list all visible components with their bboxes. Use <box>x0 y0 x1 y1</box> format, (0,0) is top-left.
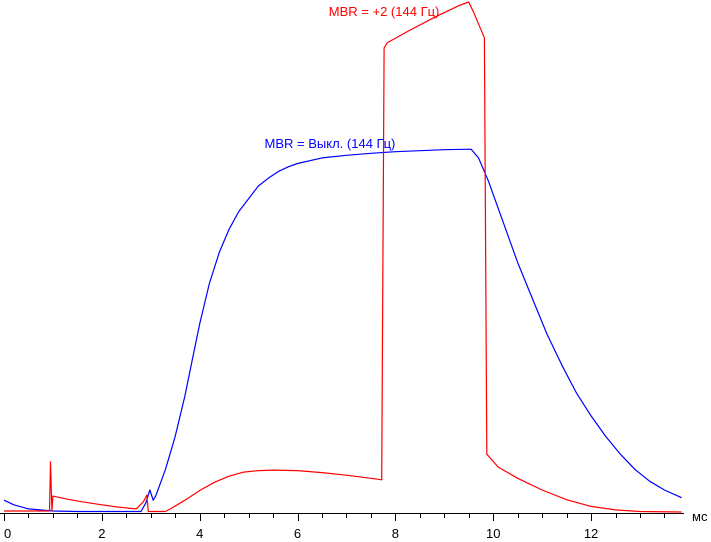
series-line-1 <box>3 148 682 513</box>
x-axis-tick-labels: 0 2 4 6 8 10 12 <box>4 526 598 541</box>
x-tick-label: 12 <box>584 526 598 541</box>
x-tick-label: 6 <box>294 526 301 541</box>
x-tick-label: 4 <box>196 526 203 541</box>
x-tick-label: 0 <box>4 526 11 541</box>
series-annotation-2: MBR = Выкл. (144 Гц) <box>265 136 396 151</box>
series-annotations: MBR = +2 (144 Гц) MBR = Выкл. (144 Гц) <box>265 4 440 151</box>
x-tick-label: 2 <box>98 526 105 541</box>
x-axis-ticks <box>4 513 665 521</box>
series-line-2 <box>4 1 682 513</box>
x-tick-label: 8 <box>392 526 399 541</box>
plot-curves <box>3 1 682 513</box>
x-tick-label: 10 <box>486 526 500 541</box>
series-annotation-1: MBR = +2 (144 Гц) <box>329 4 440 19</box>
x-axis-unit-label: мс <box>692 509 708 524</box>
